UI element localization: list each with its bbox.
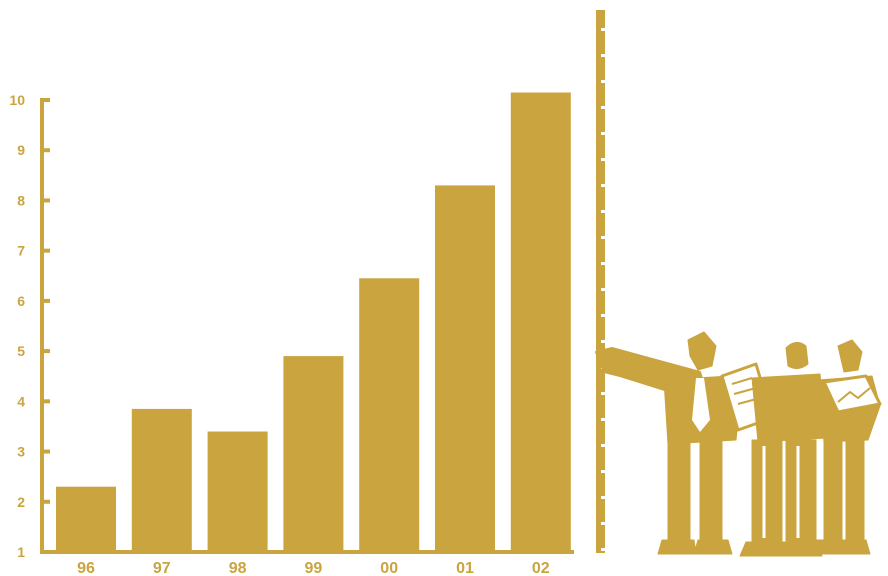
ruler-notch bbox=[601, 210, 605, 213]
x-tick-label: 02 bbox=[532, 560, 550, 576]
y-tick-label: 1 bbox=[17, 544, 25, 560]
y-tick bbox=[40, 349, 50, 354]
bar-99 bbox=[283, 356, 344, 552]
y-tick bbox=[40, 248, 50, 253]
ruler-notch bbox=[601, 288, 605, 291]
x-tick-label: 97 bbox=[153, 560, 171, 576]
businesspeople-illustration bbox=[595, 331, 882, 557]
x-tick-labels: 96 97 98 99 00 01 02 bbox=[77, 560, 550, 576]
bar-01 bbox=[435, 185, 495, 552]
ruler-notch bbox=[601, 236, 605, 239]
y-axis-line bbox=[40, 98, 44, 554]
y-tick bbox=[40, 98, 50, 102]
y-tick bbox=[40, 550, 50, 554]
y-tick-label: 8 bbox=[17, 192, 25, 208]
ruler-notch bbox=[601, 158, 605, 161]
y-tick-label: 10 bbox=[9, 92, 25, 108]
y-tick bbox=[40, 499, 50, 504]
bar-98 bbox=[207, 431, 268, 552]
y-tick bbox=[40, 399, 50, 404]
y-tick bbox=[40, 148, 50, 153]
y-tick-label: 4 bbox=[17, 393, 25, 409]
x-tick-label: 01 bbox=[456, 560, 474, 576]
bar-02 bbox=[510, 92, 571, 552]
ruler bbox=[596, 10, 605, 553]
y-tick-label: 3 bbox=[17, 444, 25, 460]
y-tick bbox=[40, 298, 50, 303]
ruler-notch bbox=[601, 106, 605, 109]
bars bbox=[56, 92, 571, 552]
ruler-notch bbox=[601, 262, 605, 265]
y-tick-label: 2 bbox=[17, 494, 25, 510]
ruler-notch bbox=[601, 80, 605, 83]
x-tick-label: 98 bbox=[229, 560, 247, 576]
ruler-notch bbox=[601, 522, 605, 525]
ruler-notch bbox=[601, 548, 605, 551]
ruler-notch bbox=[601, 314, 605, 317]
ruler-notch bbox=[601, 470, 605, 473]
bar-00 bbox=[359, 278, 420, 552]
ruler-notch bbox=[601, 184, 605, 187]
bar-96 bbox=[56, 486, 116, 552]
x-tick-label: 96 bbox=[77, 560, 95, 576]
y-tick bbox=[40, 198, 50, 203]
y-tick-label: 9 bbox=[17, 142, 25, 158]
x-tick-label: 00 bbox=[380, 560, 398, 576]
ruler-notch bbox=[601, 418, 605, 421]
y-tick bbox=[40, 449, 50, 454]
ruler-notch bbox=[601, 392, 605, 395]
bar-97 bbox=[131, 408, 192, 552]
y-tick-label: 5 bbox=[17, 343, 25, 359]
ruler-notch bbox=[601, 340, 605, 343]
ruler-notch bbox=[601, 444, 605, 447]
y-tick-label: 7 bbox=[17, 243, 25, 259]
x-tick-label: 99 bbox=[305, 560, 323, 576]
y-tick-label: 6 bbox=[17, 293, 25, 309]
ruler-notch bbox=[601, 54, 605, 57]
ruler-notch bbox=[601, 132, 605, 135]
ruler-notch bbox=[601, 496, 605, 499]
ruler-notch bbox=[601, 28, 605, 31]
